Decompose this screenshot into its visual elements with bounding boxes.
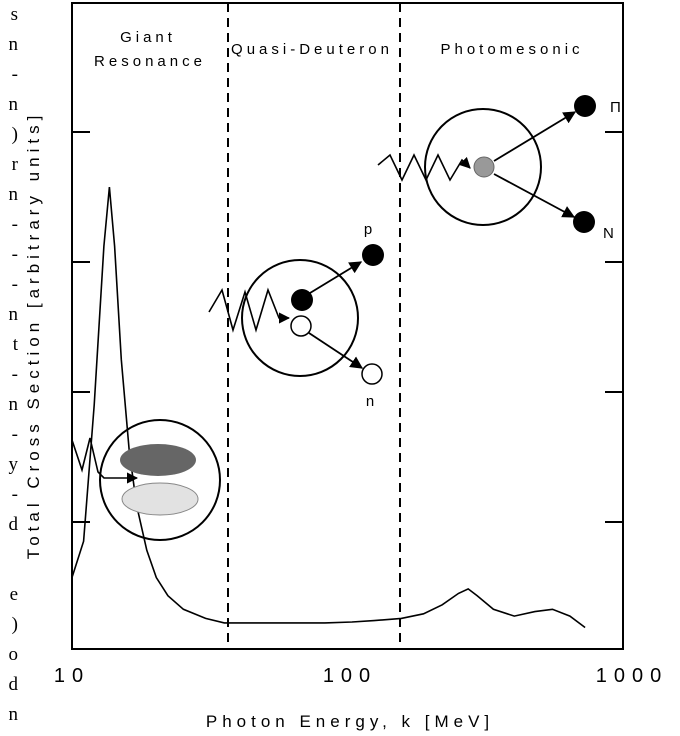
proton-fluid-ellipse <box>120 444 196 476</box>
photomesonic-diagram: Π N <box>377 95 621 242</box>
giant-resonance-diagram <box>71 419 221 541</box>
margin-letter: d <box>8 674 19 695</box>
nucleon-arrow <box>493 173 576 218</box>
x-tick-label: 1000 <box>596 665 669 687</box>
quasi-deuteron-diagram: p n <box>208 221 384 410</box>
particle-label-pi: Π <box>610 99 621 116</box>
nucleus-circle <box>99 419 221 541</box>
margin-letter: - <box>11 424 18 445</box>
nucleon-particle <box>473 156 495 178</box>
photon-wave <box>71 437 139 484</box>
ejected-proton <box>362 244 384 266</box>
pion-arrow <box>493 111 577 162</box>
region-label-giant-line1: Giant <box>120 29 176 46</box>
margin-letter: - <box>11 484 18 505</box>
margin-letter: n <box>8 704 19 725</box>
margin-letter: s <box>10 4 18 25</box>
neutron-fluid-ellipse <box>121 482 199 516</box>
margin-letter: ) <box>11 614 18 635</box>
ejected-nucleon <box>573 211 595 233</box>
margin-letter: - <box>11 364 18 385</box>
margin-letter: d <box>8 514 19 535</box>
margin-letter: e <box>9 584 18 605</box>
particle-label-p: p <box>364 221 372 238</box>
nucleus-circle <box>424 108 542 226</box>
region-label-photomesonic: Photomesonic <box>440 41 583 58</box>
margin-letter: - <box>11 244 18 265</box>
margin-letter: n <box>8 304 19 325</box>
margin-letter: t <box>12 334 18 355</box>
y-ticks <box>72 131 623 523</box>
margin-letter: n <box>8 34 19 55</box>
x-tick-label: 100 <box>323 665 377 687</box>
neutron-arrow <box>308 332 364 369</box>
photon-wave <box>208 287 291 333</box>
margin-letter: - <box>11 64 18 85</box>
margin-letter: n <box>8 184 19 205</box>
margin-letter: y <box>8 454 19 475</box>
proton-particle <box>291 289 313 311</box>
margin-letter: ) <box>11 124 18 145</box>
region-label-giant-line2: Resonance <box>94 53 206 70</box>
margin-letter: o <box>8 644 19 665</box>
margin-letter: - <box>11 274 18 295</box>
x-tick-label: 10 <box>54 665 90 687</box>
margin-letter: n <box>8 94 19 115</box>
series-line <box>71 187 586 629</box>
ejected-neutron <box>361 363 383 385</box>
ejected-pion <box>574 95 596 117</box>
photon-wave <box>377 153 471 182</box>
neutron-particle <box>290 315 312 337</box>
y-axis-title: Total Cross Section [arbitrary units] <box>24 111 43 560</box>
margin-letter: - <box>11 214 18 235</box>
particle-label-N: N <box>603 225 614 242</box>
margin-letter: n <box>8 394 19 415</box>
region-label-quasi-deuteron: Quasi-Deuteron <box>231 41 393 58</box>
margin-letter: r <box>11 154 18 175</box>
plot-frame <box>71 2 624 650</box>
proton-arrow <box>309 261 363 294</box>
nucleus-circle <box>241 259 359 377</box>
particle-label-n: n <box>366 393 374 410</box>
x-axis-title: Photon Energy, k [MeV] <box>206 712 494 731</box>
